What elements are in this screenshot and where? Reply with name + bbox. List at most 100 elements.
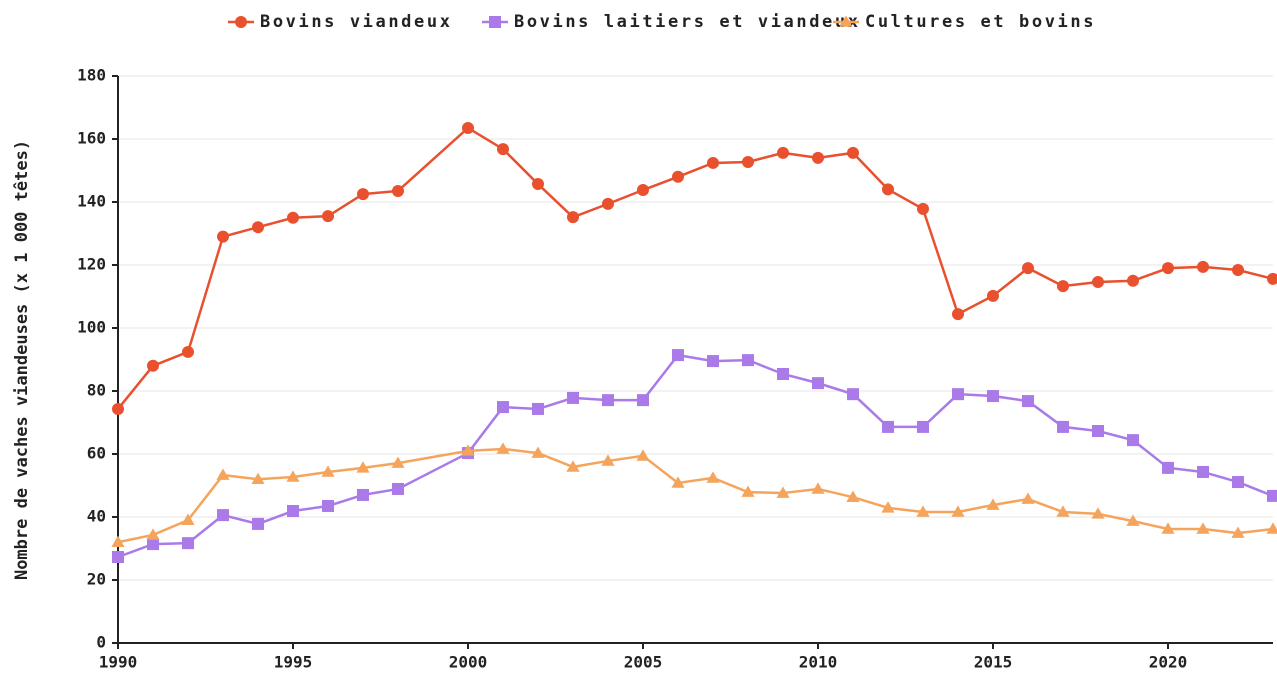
marker	[1267, 272, 1277, 285]
marker	[217, 230, 229, 243]
marker	[812, 377, 824, 390]
marker	[216, 468, 230, 480]
marker	[147, 359, 159, 372]
x-tick-label: 2010	[799, 653, 838, 672]
marker	[637, 394, 649, 407]
legend-label: Bovins laitiers et viandeux	[514, 12, 861, 32]
x-tick-label: 2015	[974, 653, 1013, 672]
marker	[706, 471, 720, 483]
marker	[532, 178, 544, 191]
legend-marker	[235, 16, 247, 28]
legend-marker	[839, 15, 853, 27]
marker	[741, 485, 755, 497]
marker	[1056, 505, 1070, 517]
marker	[812, 151, 824, 164]
marker	[1092, 276, 1104, 289]
y-tick-label: 40	[87, 507, 106, 526]
marker	[811, 482, 825, 494]
marker	[987, 289, 999, 302]
marker	[986, 498, 1000, 510]
marker	[112, 402, 124, 415]
marker	[112, 551, 124, 564]
marker	[251, 472, 265, 484]
marker	[567, 211, 579, 224]
y-tick-label: 160	[77, 129, 106, 148]
marker	[847, 146, 859, 159]
y-tick-label: 0	[96, 633, 106, 652]
marker	[462, 121, 474, 134]
marker	[882, 420, 894, 433]
marker	[707, 355, 719, 368]
marker	[672, 170, 684, 183]
marker	[602, 197, 614, 210]
marker	[1091, 507, 1105, 519]
marker	[1161, 522, 1175, 534]
x-tick-label: 2020	[1149, 653, 1188, 672]
marker	[1092, 425, 1104, 438]
marker	[1021, 492, 1035, 504]
marker	[742, 354, 754, 367]
marker	[181, 513, 195, 525]
marker	[322, 499, 334, 512]
marker	[391, 456, 405, 468]
marker	[916, 505, 930, 517]
x-tick-label: 1990	[99, 653, 138, 672]
marker	[217, 509, 229, 522]
marker	[1232, 476, 1244, 489]
marker	[532, 402, 544, 415]
marker	[531, 446, 545, 458]
marker	[847, 388, 859, 401]
marker	[321, 465, 335, 477]
marker	[182, 345, 194, 358]
marker	[252, 517, 264, 530]
marker	[636, 449, 650, 461]
marker	[952, 308, 964, 321]
marker	[1126, 514, 1140, 526]
marker	[322, 210, 334, 223]
marker	[1266, 522, 1277, 534]
marker	[987, 390, 999, 403]
legend-label: Bovins viandeux	[260, 12, 453, 32]
marker	[1197, 260, 1209, 273]
marker	[147, 538, 159, 551]
marker	[497, 143, 509, 156]
y-tick-label: 180	[77, 66, 106, 85]
marker	[287, 505, 299, 518]
series-line	[117, 447, 1274, 544]
marker	[1162, 262, 1174, 275]
marker	[742, 155, 754, 168]
marker	[777, 146, 789, 159]
marker	[461, 444, 475, 456]
marker	[671, 476, 685, 488]
marker	[1022, 395, 1034, 408]
marker	[357, 188, 369, 201]
marker	[1162, 461, 1174, 474]
y-tick-label: 80	[87, 381, 106, 400]
marker	[882, 183, 894, 196]
marker	[287, 211, 299, 224]
legend-label: Cultures et bovins	[865, 12, 1096, 32]
series-line	[117, 126, 1274, 410]
y-tick-label: 60	[87, 444, 106, 463]
marker	[496, 442, 510, 454]
x-tick-label: 2005	[624, 653, 663, 672]
marker	[1127, 274, 1139, 287]
marker	[1231, 526, 1245, 538]
marker	[1022, 262, 1034, 275]
marker	[111, 535, 125, 547]
marker	[146, 528, 160, 540]
marker	[602, 394, 614, 407]
marker	[1267, 489, 1277, 502]
series-line	[117, 353, 1274, 559]
marker	[566, 460, 580, 472]
marker	[951, 505, 965, 517]
marker	[286, 470, 300, 482]
marker	[567, 391, 579, 404]
marker	[601, 454, 615, 466]
marker	[357, 488, 369, 501]
marker	[917, 202, 929, 215]
marker	[497, 401, 509, 414]
marker	[917, 420, 929, 433]
marker	[1196, 522, 1210, 534]
